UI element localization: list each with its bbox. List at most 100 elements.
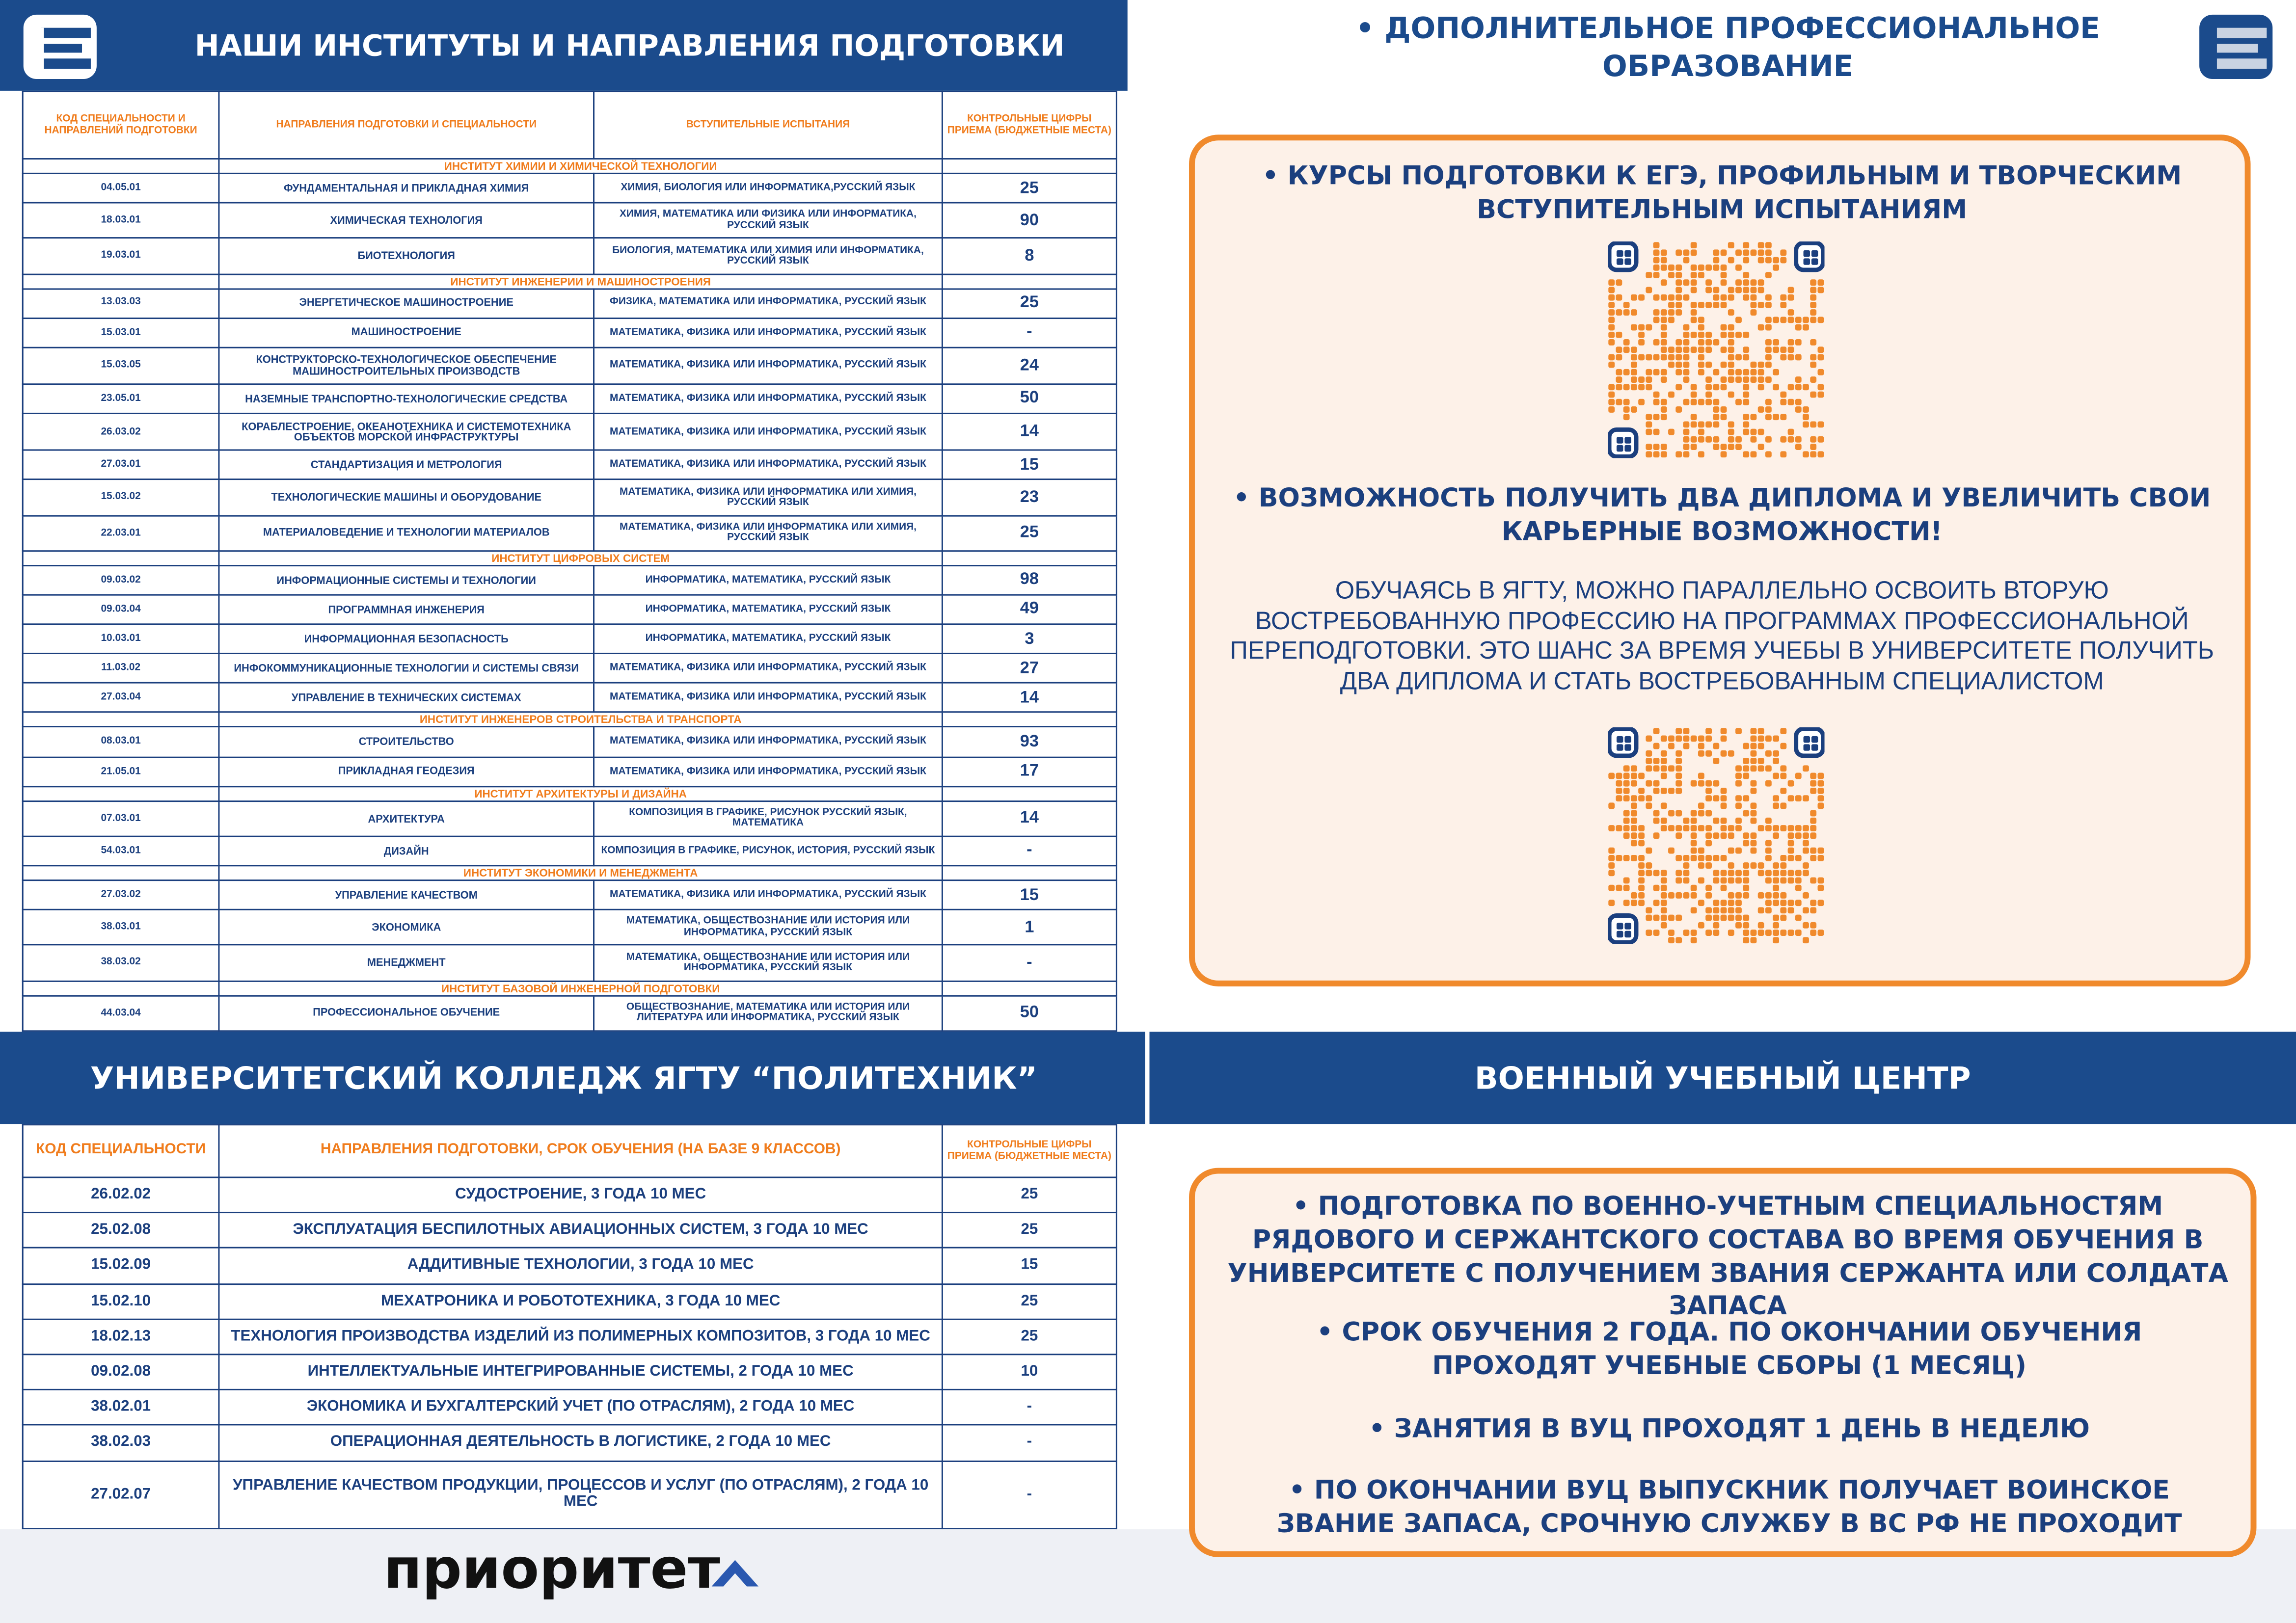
- qr-part: [1698, 301, 1704, 308]
- qr-part: [1638, 324, 1645, 331]
- code: 15.02.09: [22, 1247, 220, 1284]
- qr-part: [1624, 250, 1631, 257]
- qr-part: [1630, 892, 1637, 899]
- qr-part: [1810, 339, 1817, 346]
- qr-part: [1773, 914, 1780, 921]
- group-row: ИНСТИТУТ БАЗОВОЙ ИНЖЕНЕРНОЙ ПОДГОТОВКИ: [22, 980, 1117, 996]
- exams: БИОЛОГИЯ, МАТЕМАТИКА ИЛИ ХИМИЯ ИЛИ ИНФОР…: [593, 238, 943, 275]
- qr-part: [1630, 384, 1637, 391]
- qr-part: [1728, 346, 1734, 353]
- qr-part: [1787, 854, 1794, 861]
- qr-part: [1757, 287, 1764, 293]
- qr-part: [1690, 892, 1697, 899]
- cell: [941, 785, 1117, 802]
- qr-part: [1638, 384, 1645, 391]
- qr-part: [1660, 735, 1667, 742]
- qr-part: [1683, 361, 1690, 368]
- cell: [22, 712, 220, 728]
- qr-part: [1713, 384, 1720, 391]
- qr-part: [1735, 802, 1742, 809]
- qr-part: [1698, 825, 1704, 831]
- qr-part: [1735, 870, 1742, 877]
- qr-part: [1660, 870, 1667, 877]
- qr-part: [1713, 795, 1720, 802]
- qr-part: [1683, 354, 1690, 361]
- qr-part: [1638, 877, 1645, 884]
- qr-part: [1720, 406, 1727, 413]
- row: 54.03.01 ДИЗАЙН КОМПОЗИЦИЯ В ГРАФИКЕ, РИСУ…: [22, 835, 1117, 867]
- qr-part: [1757, 369, 1764, 375]
- qr-part: [1817, 795, 1824, 802]
- qr-part: [1668, 301, 1675, 308]
- places: -: [941, 1389, 1117, 1426]
- qr-part: [1675, 369, 1682, 375]
- qr-part: [1728, 877, 1734, 884]
- qr-part: [1698, 317, 1704, 323]
- qr-part: [1743, 272, 1750, 278]
- qr-part: [1668, 847, 1675, 854]
- qr-part: [1757, 257, 1764, 264]
- qr-part: [1757, 765, 1764, 772]
- qr-part: [1780, 451, 1787, 458]
- qr-part: [1743, 399, 1750, 405]
- qr-part: [1743, 862, 1750, 869]
- qr-part: [1624, 258, 1631, 265]
- qr-part: [1660, 346, 1667, 353]
- qr-part: [1616, 445, 1623, 452]
- qr-part: [1690, 854, 1697, 861]
- qr-part: [1765, 451, 1772, 458]
- qr-part: [1616, 309, 1622, 316]
- qr-part: [1735, 399, 1742, 405]
- places: 93: [941, 726, 1117, 758]
- qr-part: [1713, 257, 1720, 264]
- qr-part: [1750, 810, 1757, 817]
- qr-part: [1660, 294, 1667, 301]
- qr-part: [1713, 930, 1720, 936]
- qr-part: [1735, 728, 1742, 735]
- qr-code[interactable]: [1608, 727, 1825, 944]
- qr-part: [1757, 907, 1764, 914]
- qr-part: [1653, 339, 1660, 346]
- qr-part: [1780, 787, 1787, 794]
- code: 15.02.10: [22, 1282, 220, 1320]
- qr-part: [1608, 884, 1615, 891]
- row: 09.03.02 ИНФОРМАЦИОННЫЕ СИСТЕМЫ И ТЕХНОЛО…: [22, 564, 1117, 596]
- exams: ХИМИЯ, МАТЕМАТИКА ИЛИ ФИЗИКА ИЛИ ИНФОРМА…: [593, 202, 943, 239]
- program: ОПЕРАЦИОННАЯ ДЕЯТЕЛЬНОСТЬ В ЛОГИСТИКЕ, 2…: [218, 1424, 943, 1462]
- qr-part: [1787, 870, 1794, 877]
- qr-part: [1683, 444, 1690, 450]
- group-name: ИНСТИТУТ БАЗОВОЙ ИНЖЕНЕРНОЙ ПОДГОТОВКИ: [218, 980, 943, 996]
- code: 27.02.07: [22, 1460, 220, 1530]
- row: 27.03.01 СТАНДАРТИЗАЦИЯ И МЕТРОЛОГИЯ МАТЕМ…: [22, 450, 1117, 481]
- qr-part: [1623, 414, 1630, 421]
- exams: МАТЕМАТИКА, ФИЗИКА ИЛИ ИНФОРМАТИКА, РУСС…: [593, 317, 943, 348]
- bullet: КУРСЫ ПОДГОТОВКИ К ЕГЭ, ПРОФИЛЬНЫМ И ТВО…: [1239, 161, 2205, 228]
- qr-part: [1630, 765, 1637, 772]
- qr-part: [1810, 825, 1817, 831]
- qr-part: [1608, 870, 1615, 877]
- code: 10.03.01: [22, 623, 220, 655]
- qr-code[interactable]: [1608, 241, 1825, 458]
- group-row: ИНСТИТУТ ЭКОНОМИКИ И МЕНЕДЖМЕНТА: [22, 865, 1117, 881]
- qr-part: [1616, 437, 1623, 444]
- qr-part: [1690, 847, 1697, 854]
- qr-part: [1757, 735, 1764, 742]
- info-box: ПОДГОТОВКА ПО ВОЕННО-УЧЕТНЫМ СПЕЦИАЛЬНОС…: [1189, 1168, 2257, 1557]
- qr-part: [1675, 810, 1682, 817]
- qr-part: [1675, 914, 1682, 921]
- qr-part: [1660, 414, 1667, 421]
- qr-part: [1803, 406, 1809, 413]
- qr-part: [1660, 772, 1667, 779]
- qr-part: [1630, 309, 1637, 316]
- qr-part: [1705, 810, 1712, 817]
- qr-part: [1713, 832, 1720, 839]
- qr-part: [1765, 765, 1772, 772]
- qr-part: [1817, 391, 1824, 398]
- qr-part: [1780, 257, 1787, 264]
- qr-part: [1630, 802, 1637, 809]
- qr-part: [1765, 870, 1772, 877]
- band: [1149, 1032, 2296, 1124]
- qr-part: [1668, 765, 1675, 772]
- qr-part: [1690, 907, 1697, 914]
- qr-part: [1817, 802, 1824, 809]
